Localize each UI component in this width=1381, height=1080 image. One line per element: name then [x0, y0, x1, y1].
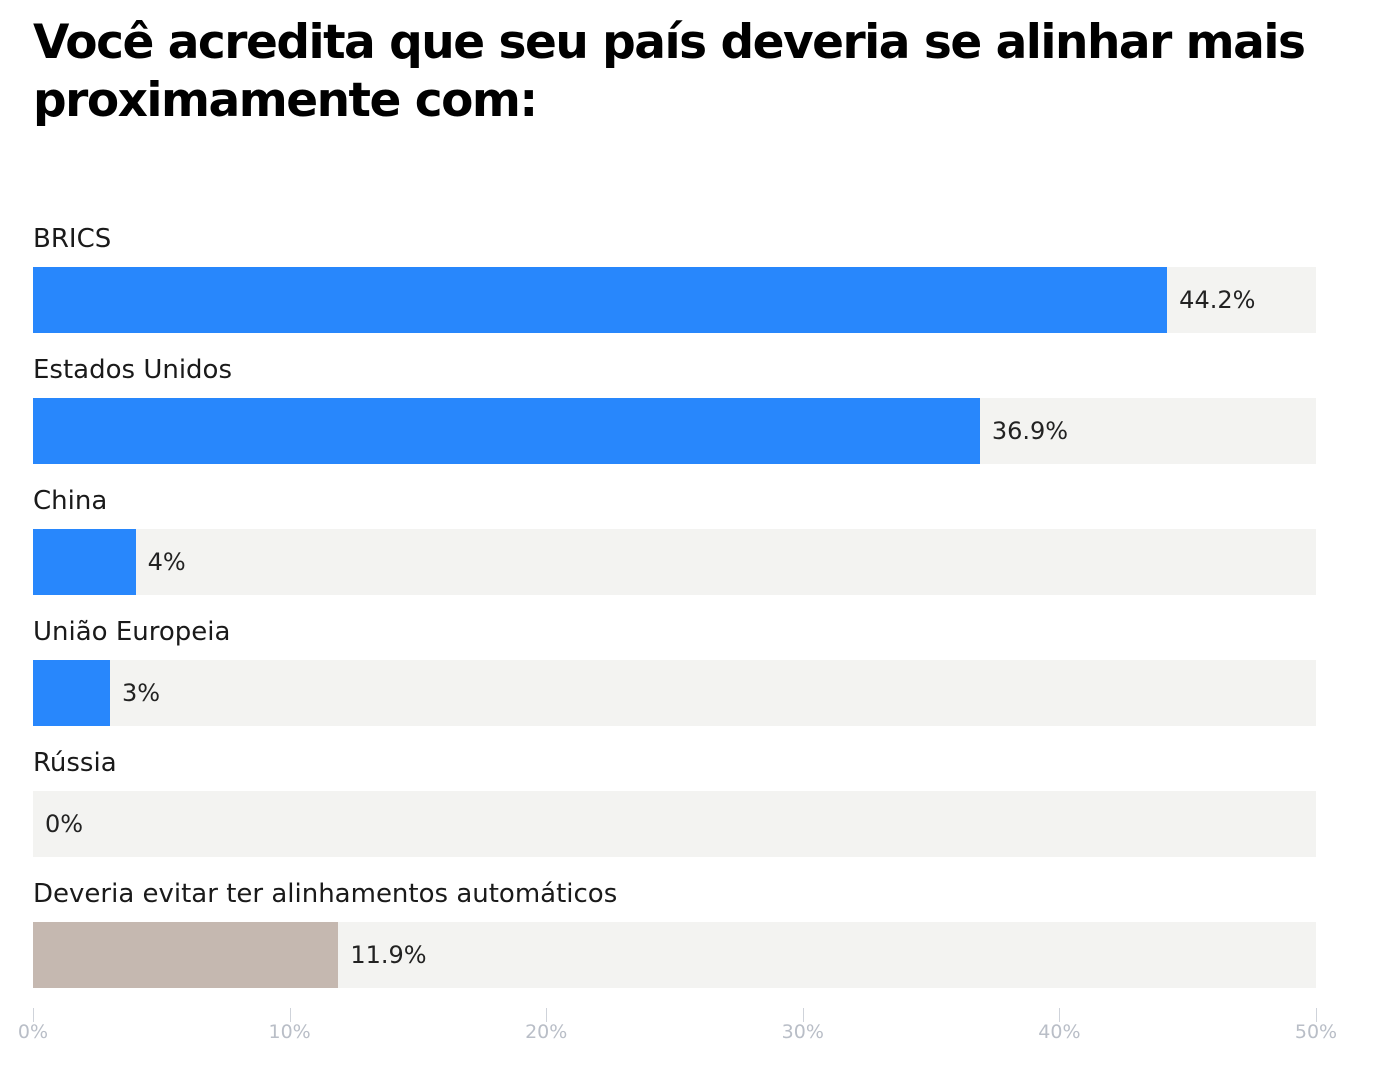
- bar: [33, 922, 339, 988]
- axis-tick-label: 0%: [17, 1021, 49, 1043]
- chart-title: Você acredita que seu país deveria se al…: [33, 15, 1306, 128]
- axis-tick-label: 50%: [1294, 1021, 1338, 1043]
- category-label: União Europeia: [33, 617, 231, 647]
- category-label: Estados Unidos: [33, 355, 233, 385]
- bar-track: 11.9%: [33, 922, 1316, 988]
- bar-track: 0%: [33, 791, 1316, 857]
- bar: [33, 267, 1168, 333]
- value-label: 36.9%: [991, 417, 1069, 445]
- value-label: 4%: [147, 548, 186, 576]
- value-label: 44.2%: [1179, 286, 1256, 314]
- category-label: BRICS: [33, 224, 112, 254]
- value-label: 3%: [121, 679, 161, 707]
- bar-track: 36.9%: [33, 398, 1316, 464]
- category-label: Deveria evitar ter alinhamentos automáti…: [33, 879, 618, 909]
- category-label: China: [33, 486, 108, 516]
- bar: [33, 398, 980, 464]
- axis-tick: [289, 1008, 291, 1022]
- bar-track: 3%: [33, 660, 1316, 726]
- value-label: 11.9%: [350, 941, 427, 969]
- bar: [33, 660, 110, 726]
- axis-tick: [1316, 1008, 1317, 1022]
- axis-tick: [1059, 1008, 1061, 1022]
- axis-tick-label: 10%: [268, 1021, 311, 1043]
- bar: [33, 529, 136, 595]
- bar-track: 44.2%: [33, 267, 1316, 333]
- value-label: 0%: [45, 810, 84, 838]
- bar-track: 4%: [33, 529, 1316, 595]
- axis-tick: [546, 1008, 548, 1022]
- axis-tick-label: 30%: [781, 1021, 824, 1043]
- axis-tick-label: 20%: [525, 1021, 568, 1043]
- category-label: Rússia: [33, 748, 117, 778]
- axis-tick-label: 40%: [1038, 1021, 1081, 1043]
- axis-tick: [33, 1008, 34, 1022]
- axis-tick: [802, 1008, 804, 1022]
